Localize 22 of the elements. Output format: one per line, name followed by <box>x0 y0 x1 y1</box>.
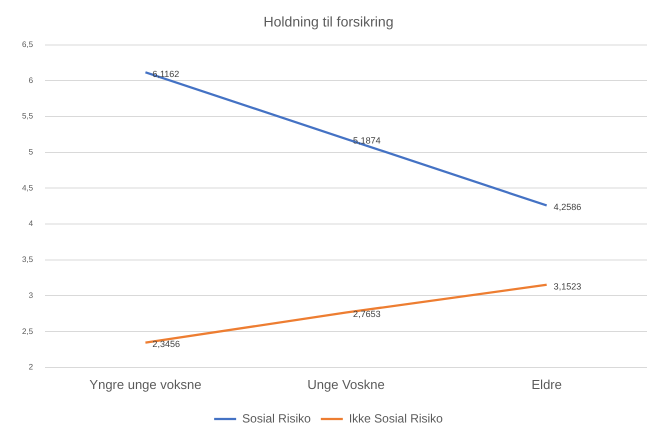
x-tick-label: Unge Voskne <box>307 376 385 392</box>
y-tick-label: 2 <box>28 362 34 372</box>
data-label: 4,2586 <box>554 202 582 212</box>
y-tick-label: 4 <box>28 219 34 228</box>
y-tick-label: 5 <box>28 148 34 157</box>
x-tick-label: Eldre <box>532 376 562 392</box>
y-tick-label: 5,5 <box>22 112 34 121</box>
chart-title: Holdning til forsikring <box>264 13 394 30</box>
y-tick-label: 3 <box>28 290 34 300</box>
y-tick-label: 3,5 <box>22 255 34 264</box>
data-label: 2,7653 <box>353 309 381 320</box>
data-label: 6,1162 <box>152 68 180 79</box>
y-tick-label: 6,5 <box>22 40 34 50</box>
legend-label: Sosial Risiko <box>242 411 312 426</box>
y-tick-label: 6 <box>28 76 34 85</box>
data-label: 3,1523 <box>554 281 582 292</box>
data-label: 2,3456 <box>152 339 180 350</box>
legend-label: Ikke Sosial Risiko <box>348 411 444 426</box>
y-tick-label: 4,5 <box>22 183 34 192</box>
data-label: 5,1874 <box>353 135 381 146</box>
y-tick-label: 2,5 <box>22 326 34 336</box>
x-tick-label: Yngre unge voksne <box>89 376 202 392</box>
